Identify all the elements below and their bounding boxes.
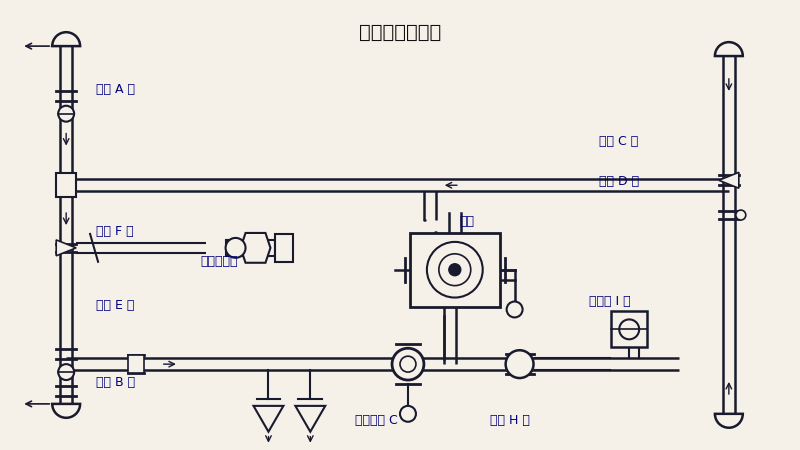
Circle shape [439,254,470,286]
Polygon shape [254,406,283,432]
Text: 球阀 D 开: 球阀 D 开 [599,175,639,188]
Polygon shape [56,240,76,256]
Circle shape [392,348,424,380]
Bar [410,233,500,307]
Circle shape [58,106,74,122]
Text: 球阀 E 开: 球阀 E 开 [96,300,134,312]
Text: 洒水、浇灌花木: 洒水、浇灌花木 [359,23,441,42]
Polygon shape [719,172,739,188]
Bar [226,240,275,256]
Text: 球阀 H 关: 球阀 H 关 [490,414,530,427]
Text: 球阀 B 开: 球阀 B 开 [96,376,135,389]
Circle shape [58,364,74,380]
Circle shape [400,406,416,422]
Polygon shape [295,406,326,432]
Circle shape [449,264,461,276]
Text: 三通球阀 C: 三通球阀 C [355,414,398,427]
Circle shape [400,356,416,372]
Bar [611,311,647,347]
Bar [275,234,294,262]
Wedge shape [715,42,743,56]
Bar [128,355,144,373]
Text: 水泵: 水泵 [460,215,474,228]
Text: 球阀 C 开: 球阀 C 开 [599,135,638,148]
Circle shape [619,320,639,339]
Wedge shape [52,404,80,418]
Circle shape [506,302,522,317]
Wedge shape [715,414,743,428]
Text: 球阀 F 关: 球阀 F 关 [96,225,134,238]
Text: 洒水炮出口: 洒水炮出口 [201,255,238,268]
Bar [56,173,76,197]
Circle shape [736,210,746,220]
Text: 球阀 A 开: 球阀 A 开 [96,83,135,96]
Polygon shape [241,233,270,263]
Circle shape [506,350,534,378]
Circle shape [427,242,482,297]
Circle shape [226,238,246,258]
Wedge shape [52,32,80,46]
Text: 消防栓 I 关: 消防栓 I 关 [590,294,631,307]
